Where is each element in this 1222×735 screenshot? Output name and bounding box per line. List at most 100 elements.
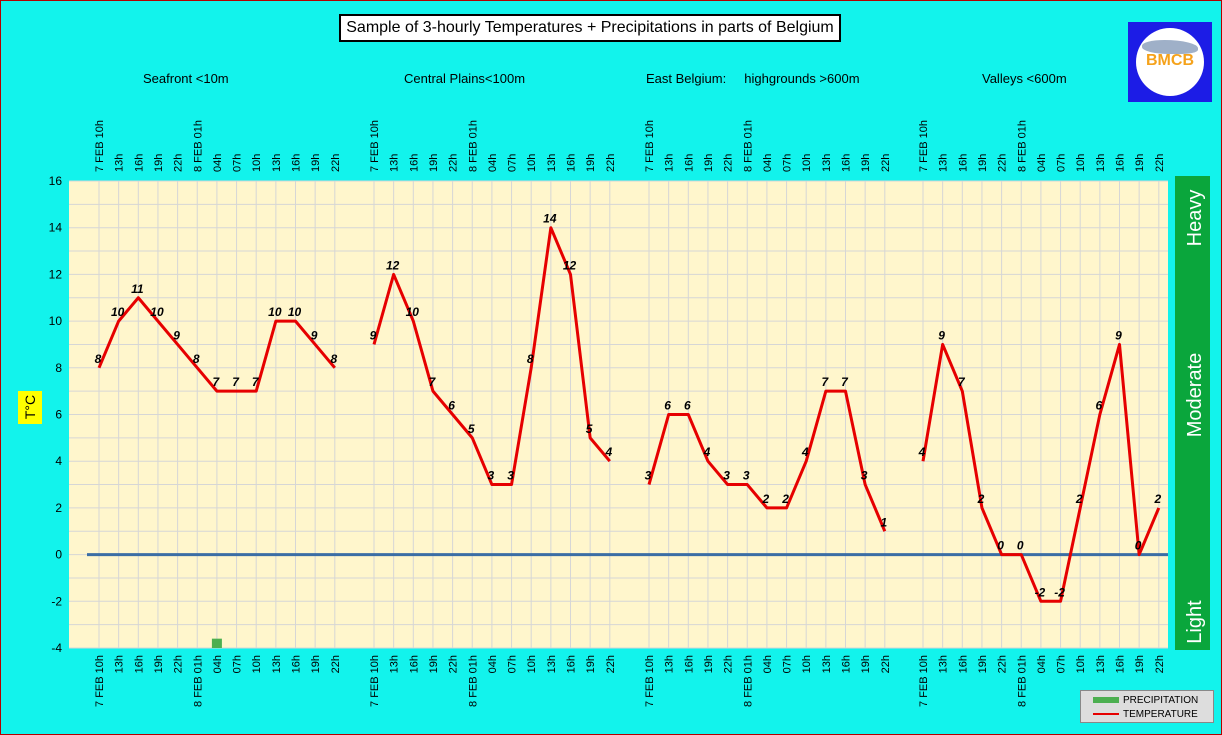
data-label: 9 <box>370 328 377 342</box>
time-label-top: 10h <box>251 154 263 172</box>
y-tick-label: -2 <box>51 594 62 608</box>
legend-item-precipitation: PRECIPITATION <box>1093 694 1198 706</box>
time-label-top: 19h <box>977 154 989 172</box>
time-label-bottom: 07h <box>1056 655 1068 673</box>
time-label-bottom: 13h <box>938 655 950 673</box>
time-label-bottom: 19h <box>703 655 715 673</box>
data-label: 6 <box>448 399 455 413</box>
data-label: 2 <box>1153 492 1161 506</box>
data-label: 2 <box>1075 492 1083 506</box>
time-label-top: 10h <box>801 154 813 172</box>
y-tick-label: 2 <box>55 501 62 515</box>
time-label-bottom: 8 FEB 01h <box>467 655 479 707</box>
time-label-top: 07h <box>1056 154 1068 172</box>
time-label-top: 16h <box>133 154 145 172</box>
logo-disc <box>1136 28 1204 96</box>
data-label: 4 <box>801 445 809 459</box>
data-label: 10 <box>288 305 302 319</box>
time-label-top: 16h <box>957 154 969 172</box>
intensity-label: Moderate <box>1184 353 1206 438</box>
time-label-bottom: 16h <box>683 655 695 673</box>
time-label-top: 8 FEB 01h <box>1016 120 1028 172</box>
time-label-top: 22h <box>880 154 892 172</box>
data-label: 7 <box>958 375 966 389</box>
data-label: 2 <box>977 492 985 506</box>
data-label: 8 <box>95 352 102 366</box>
time-label-top: 13h <box>664 154 676 172</box>
time-label-top: 7 FEB 10h <box>918 120 930 172</box>
data-label: 14 <box>543 212 557 226</box>
time-label-top: 16h <box>566 154 578 172</box>
intensity-bar <box>1175 176 1210 650</box>
data-label: 4 <box>703 445 711 459</box>
time-label-top: 8 FEB 01h <box>742 120 754 172</box>
time-label-bottom: 16h <box>408 655 420 673</box>
time-label-top: 13h <box>271 154 283 172</box>
time-label-top: 19h <box>153 154 165 172</box>
data-label: 3 <box>488 469 495 483</box>
time-label-bottom: 19h <box>310 655 322 673</box>
time-label-bottom: 7 FEB 10h <box>94 655 106 707</box>
intensity-label: Heavy <box>1184 190 1206 247</box>
time-label-bottom: 04h <box>212 655 224 673</box>
time-label-bottom: 7 FEB 10h <box>644 655 656 707</box>
time-label-bottom: 13h <box>546 655 558 673</box>
chart-legend: PRECIPITATION TEMPERATURE <box>1080 690 1214 723</box>
time-label-bottom: 8 FEB 01h <box>1016 655 1028 707</box>
time-label-bottom: 16h <box>957 655 969 673</box>
time-label-top: 7 FEB 10h <box>94 120 106 172</box>
bmcb-logo: BMCB <box>1128 22 1212 102</box>
data-label: -2 <box>1054 585 1065 599</box>
chart-title: Sample of 3-hourly Temperatures + Precip… <box>339 14 841 42</box>
time-label-bottom: 22h <box>448 655 460 673</box>
time-label-bottom: 07h <box>232 655 244 673</box>
data-label: 6 <box>1096 399 1103 413</box>
data-label: 10 <box>111 305 125 319</box>
data-label: 7 <box>232 375 240 389</box>
legend-item-temperature: TEMPERATURE <box>1093 708 1198 720</box>
time-label-top: 04h <box>1036 154 1048 172</box>
data-label: 3 <box>507 469 514 483</box>
data-label: 0 <box>1017 539 1024 553</box>
data-label: 0 <box>1135 539 1142 553</box>
data-label: 3 <box>861 469 868 483</box>
time-label-bottom: 10h <box>801 655 813 673</box>
time-label-top: 19h <box>1134 154 1146 172</box>
time-label-bottom: 22h <box>723 655 735 673</box>
time-label-bottom: 19h <box>977 655 989 673</box>
data-label: 4 <box>604 445 612 459</box>
time-label-bottom: 19h <box>585 655 597 673</box>
time-label-top: 22h <box>330 154 342 172</box>
time-label-top: 7 FEB 10h <box>644 120 656 172</box>
legend-swatch-temperature <box>1093 713 1119 715</box>
data-label: 7 <box>429 375 437 389</box>
time-label-bottom: 16h <box>133 655 145 673</box>
time-label-top: 16h <box>1115 154 1127 172</box>
time-label-bottom: 16h <box>291 655 303 673</box>
y-tick-label: 14 <box>49 221 63 235</box>
data-label: 0 <box>997 539 1004 553</box>
data-label: 1 <box>880 515 887 529</box>
time-label-top: 7 FEB 10h <box>369 120 381 172</box>
logo-map-shape <box>1142 40 1198 54</box>
y-tick-label: -4 <box>51 641 62 655</box>
data-label: 4 <box>918 445 926 459</box>
data-label: 12 <box>563 258 577 272</box>
time-label-bottom: 07h <box>782 655 794 673</box>
data-label: 7 <box>252 375 260 389</box>
data-label: 6 <box>684 399 691 413</box>
y-axis-label: T°C <box>22 395 38 419</box>
time-label-bottom: 10h <box>1075 655 1087 673</box>
time-label-bottom: 22h <box>997 655 1009 673</box>
time-label-bottom: 04h <box>487 655 499 673</box>
data-label: 12 <box>386 258 400 272</box>
time-label-bottom: 19h <box>860 655 872 673</box>
time-label-top: 16h <box>408 154 420 172</box>
y-axis-label-bg <box>18 391 42 424</box>
y-tick-label: 10 <box>49 314 63 328</box>
time-label-top: 8 FEB 01h <box>467 120 479 172</box>
time-label-top: 04h <box>762 154 774 172</box>
time-label-bottom: 13h <box>1095 655 1107 673</box>
time-label-bottom: 19h <box>1134 655 1146 673</box>
